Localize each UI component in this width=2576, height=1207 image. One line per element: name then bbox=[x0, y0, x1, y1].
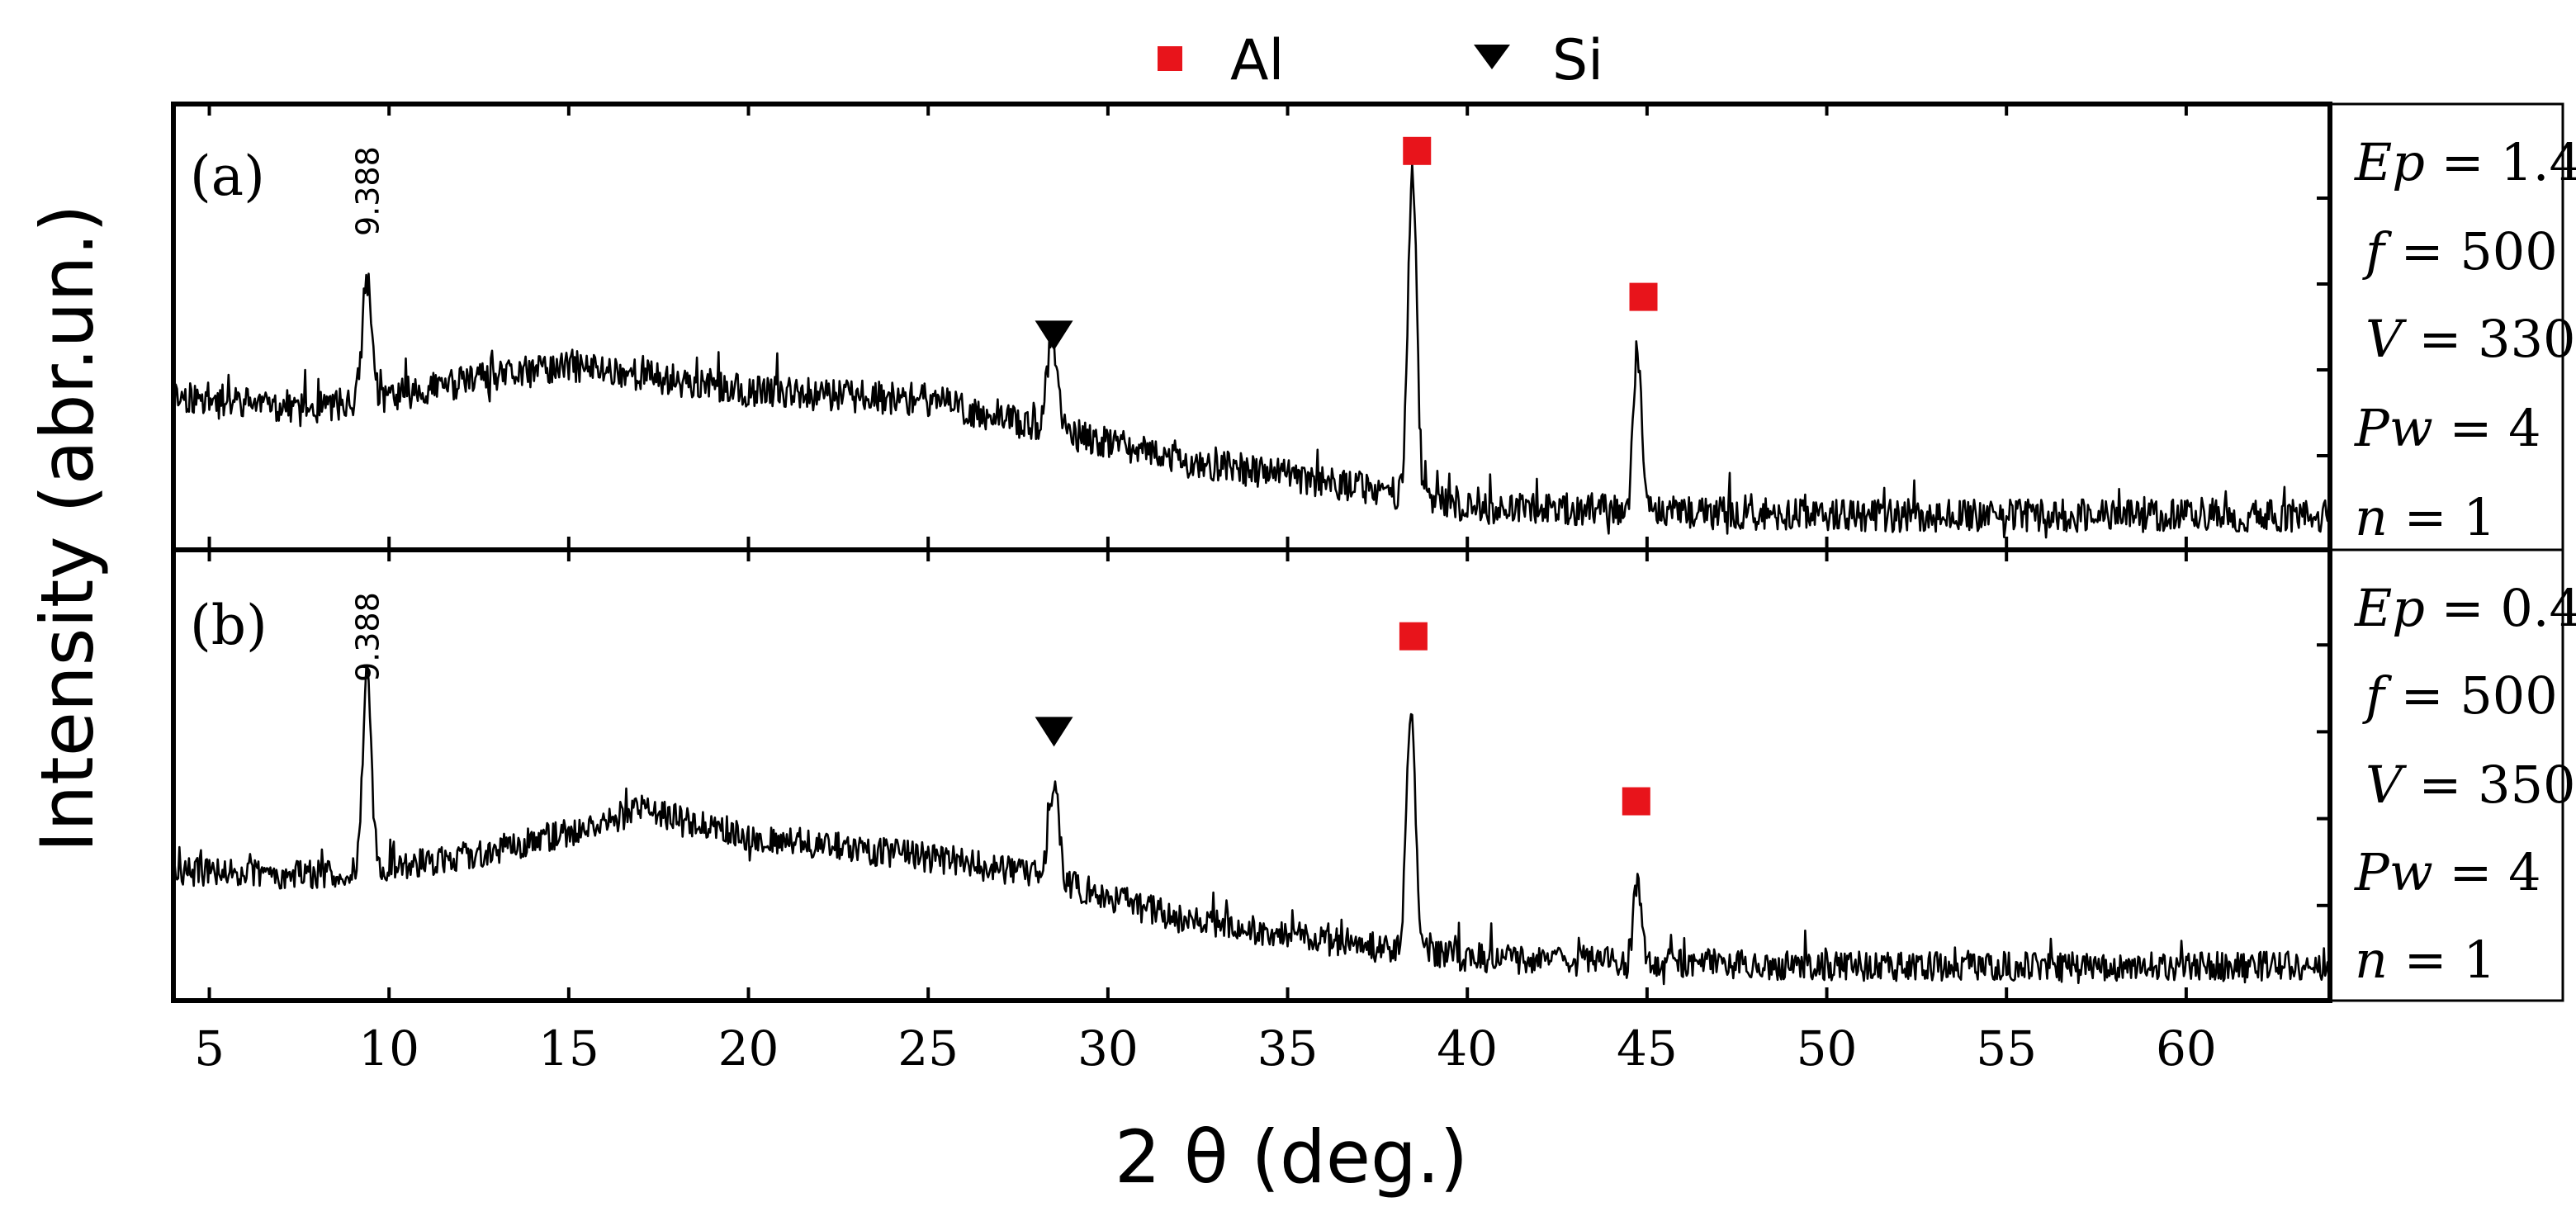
params-b-box bbox=[2328, 548, 2564, 1002]
panel-b-ticks bbox=[207, 550, 2330, 1001]
legend: Al Si bbox=[1158, 28, 1603, 93]
panel-a-markers bbox=[1035, 136, 1658, 351]
param-b-ep: Ep = 0.4 bbox=[2354, 578, 2576, 638]
x-tick-label: 25 bbox=[897, 1020, 959, 1077]
x-tick-label: 40 bbox=[1437, 1020, 1498, 1077]
panel-a-trace bbox=[172, 162, 2331, 539]
param-b-pw: Pw = 4 bbox=[2354, 842, 2541, 902]
x-tick-label: 30 bbox=[1077, 1020, 1139, 1077]
al-marker bbox=[1629, 282, 1658, 311]
panel-b: (b) 9.388 bbox=[171, 547, 2332, 1003]
si-marker bbox=[1035, 717, 1073, 747]
x-tick-labels: 5 10 15 20 25 30 35 40 45 50 55 60 bbox=[194, 1020, 2217, 1077]
param-a-v: V = 330 bbox=[2365, 309, 2576, 369]
si-marker bbox=[1035, 320, 1073, 351]
param-b-n: n = 1 bbox=[2355, 930, 2496, 990]
x-tick-label: 50 bbox=[1797, 1020, 1858, 1077]
legend-si-marker bbox=[1474, 45, 1510, 69]
x-tick-label: 45 bbox=[1617, 1020, 1678, 1077]
x-tick-label: 15 bbox=[538, 1020, 599, 1077]
x-tick-label: 20 bbox=[718, 1020, 779, 1077]
param-b-f: f = 500 bbox=[2362, 665, 2558, 726]
al-marker bbox=[1403, 136, 1432, 165]
panel-b-peak-label: 9.388 bbox=[350, 592, 386, 682]
param-a-n: n = 1 bbox=[2355, 487, 2496, 547]
legend-si-label: Si bbox=[1552, 28, 1603, 93]
panel-b-markers bbox=[1035, 622, 1650, 816]
x-tick-label: 55 bbox=[1976, 1020, 2037, 1077]
y-axis-title: Intensity (abr.un.) bbox=[25, 204, 110, 852]
panel-a-ticks bbox=[207, 104, 2330, 550]
al-marker bbox=[1399, 622, 1428, 651]
panel-b-label: (b) bbox=[190, 594, 268, 657]
x-tick-label: 60 bbox=[2156, 1020, 2217, 1077]
x-axis-title: 2 θ (deg.) bbox=[1115, 1115, 1468, 1200]
panel-b-trace bbox=[172, 665, 2332, 986]
x-tick-label: 35 bbox=[1257, 1020, 1319, 1077]
legend-al-label: Al bbox=[1230, 28, 1284, 93]
panel-a-label: (a) bbox=[190, 144, 265, 208]
panel-a-frame bbox=[171, 102, 2332, 552]
param-a-f: f = 500 bbox=[2362, 221, 2558, 282]
legend-al-marker bbox=[1158, 46, 1182, 71]
x-tick-label: 5 bbox=[194, 1020, 225, 1077]
params-a: Ep = 1.4 f = 500 V = 330 Pw = 4 n = 1 bbox=[2328, 102, 2576, 551]
param-b-v: V = 350 bbox=[2365, 755, 2576, 815]
x-tick-label: 10 bbox=[358, 1020, 419, 1077]
panel-a-peak-label: 9.388 bbox=[350, 146, 386, 236]
panel-a: (a) 9.388 bbox=[171, 102, 2332, 552]
params-b: Ep = 0.4 f = 500 V = 350 Pw = 4 n = 1 bbox=[2328, 548, 2576, 1002]
param-a-pw: Pw = 4 bbox=[2354, 398, 2541, 458]
param-a-ep: Ep = 1.4 bbox=[2354, 132, 2576, 192]
al-marker bbox=[1622, 787, 1650, 816]
